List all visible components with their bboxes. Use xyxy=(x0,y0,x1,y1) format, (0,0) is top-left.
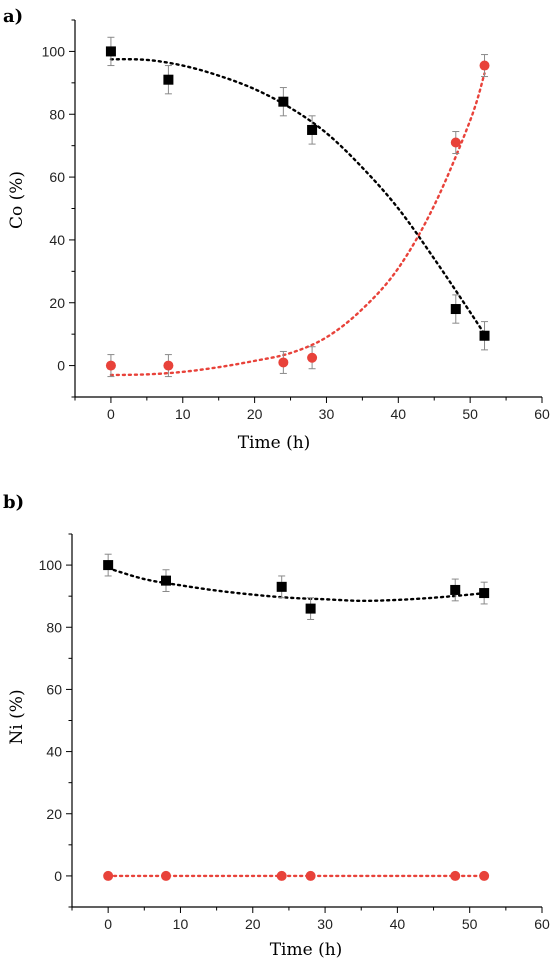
data-point-circle xyxy=(307,352,318,363)
x-axis-title: Time (h) xyxy=(270,940,343,960)
data-point-circle xyxy=(276,870,287,881)
x-tick-label: 20 xyxy=(245,916,261,932)
data-point-square xyxy=(161,575,171,586)
data-point-circle xyxy=(163,360,174,371)
x-tick-label: 10 xyxy=(173,916,189,932)
panel-label: a) xyxy=(3,6,23,27)
axes: 0 10 20 30 40 50 60 0 20 40 60 80 100 xyxy=(42,19,550,422)
data-points xyxy=(103,560,490,881)
x-tick-label: 30 xyxy=(319,406,335,422)
y-tick-label: 60 xyxy=(49,169,65,185)
fit-curve-red xyxy=(109,72,486,377)
y-tick-label: 20 xyxy=(46,806,62,822)
y-axis-title: Co (%) xyxy=(7,171,27,229)
data-point-square xyxy=(450,584,461,595)
y-axis-title: Ni (%) xyxy=(7,689,27,744)
data-points xyxy=(105,46,490,371)
data-point-square xyxy=(103,560,114,571)
axes: 0 10 20 30 40 50 60 0 20 40 60 80 100 xyxy=(39,533,550,932)
x-tick-label: 40 xyxy=(390,916,406,932)
data-point-circle xyxy=(450,870,461,881)
y-tick-label: 0 xyxy=(57,358,65,374)
data-point-circle xyxy=(305,870,316,881)
chart-panel-b: b) Time (h) Ni (%) 0 10 20 30 40 50 60 0 20 40 60 8… xyxy=(3,492,550,960)
x-tick-label: 0 xyxy=(104,916,112,932)
x-tick-label: 0 xyxy=(107,406,115,422)
y-tick-label: 80 xyxy=(46,619,62,635)
fit-curves xyxy=(106,566,486,878)
y-tick-label: 60 xyxy=(46,681,62,697)
x-tick-label: 50 xyxy=(462,406,478,422)
data-point-square xyxy=(450,304,461,315)
x-tick-label: 10 xyxy=(175,406,191,422)
x-axis-title: Time (h) xyxy=(238,433,311,453)
y-tick-label: 40 xyxy=(46,744,62,760)
x-tick-label: 20 xyxy=(247,406,263,422)
error-bars xyxy=(104,553,488,620)
x-tick-label: 50 xyxy=(462,916,478,932)
data-point-square xyxy=(278,96,289,107)
data-point-square xyxy=(307,124,318,135)
fit-curve-black xyxy=(109,58,486,336)
data-point-square xyxy=(479,330,490,341)
data-point-circle xyxy=(103,870,114,881)
y-tick-label: 100 xyxy=(39,557,63,573)
data-point-circle xyxy=(479,60,490,71)
panel-label: b) xyxy=(3,492,24,513)
y-tick-label: 80 xyxy=(49,106,65,122)
error-bars xyxy=(107,36,489,378)
data-point-square xyxy=(163,74,174,85)
x-tick-label: 40 xyxy=(391,406,407,422)
data-point-square xyxy=(305,603,316,614)
y-tick-label: 100 xyxy=(42,43,66,59)
x-tick-label: 60 xyxy=(534,406,550,422)
y-tick-label: 20 xyxy=(49,295,65,311)
data-point-circle xyxy=(450,137,461,148)
data-point-square xyxy=(105,46,116,57)
chart-panel-a: a) Time (h) Co (%) 0 10 20 30 40 50 60 0 20 40 60 8… xyxy=(3,6,550,453)
x-tick-label: 30 xyxy=(317,916,333,932)
data-point-circle xyxy=(479,870,490,881)
data-point-circle xyxy=(278,357,289,368)
data-point-square xyxy=(276,581,287,592)
fit-curve-black xyxy=(106,566,486,603)
x-tick-label: 60 xyxy=(534,916,550,932)
data-point-circle xyxy=(161,870,171,881)
y-tick-label: 40 xyxy=(49,232,65,248)
fit-curves xyxy=(109,58,486,377)
data-point-circle xyxy=(105,360,116,371)
data-point-square xyxy=(479,588,490,599)
y-tick-label: 0 xyxy=(54,868,62,884)
